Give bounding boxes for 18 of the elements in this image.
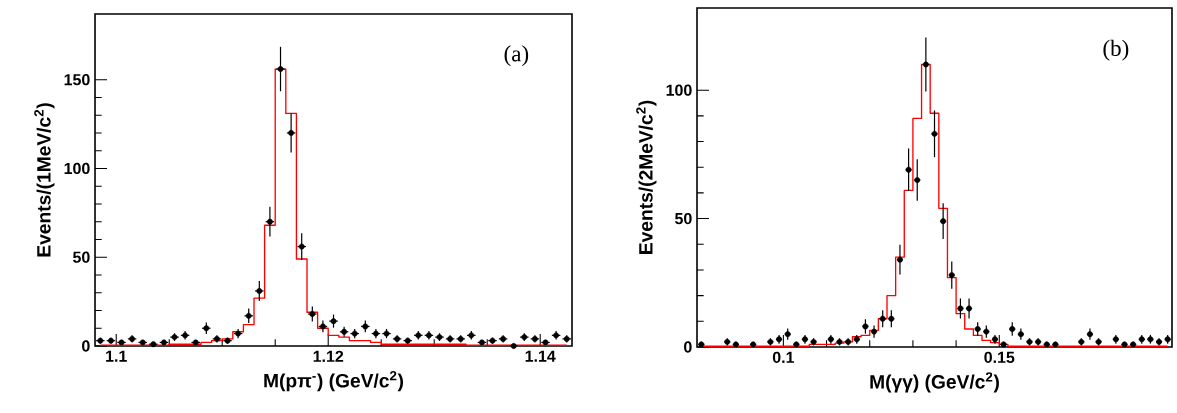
x-tick-label: 1.12 <box>313 350 344 362</box>
y-tick-label: 0 <box>684 341 692 353</box>
annotation: (a) <box>504 45 529 67</box>
y-tick-label: 100 <box>666 84 692 96</box>
y-tick-label: 150 <box>64 74 90 86</box>
y-tick-label: 50 <box>73 251 90 263</box>
y-tick-label: 0 <box>82 340 90 352</box>
annotation: (b) <box>1103 39 1129 61</box>
x-tick-label: 1.1 <box>106 350 127 362</box>
x-tick-label: 0.1 <box>772 351 795 364</box>
x-tick-label: 1.14 <box>525 350 556 362</box>
y-axis-title: Events/(2MeV/c$^{2}$) <box>636 100 657 254</box>
y-axis-title: Events/(1MeV/c$^{2}$) <box>34 103 55 257</box>
x-axis-title: M(pπ$^{-}$) (GeV/c$^{2}$) <box>264 371 404 392</box>
x-tick-label: 0.15 <box>984 351 1015 364</box>
y-tick-label: 50 <box>675 212 692 225</box>
x-axis-title: M(γγ) (GeV/c$^{2}$) <box>870 372 999 393</box>
y-tick-label: 100 <box>64 162 90 175</box>
